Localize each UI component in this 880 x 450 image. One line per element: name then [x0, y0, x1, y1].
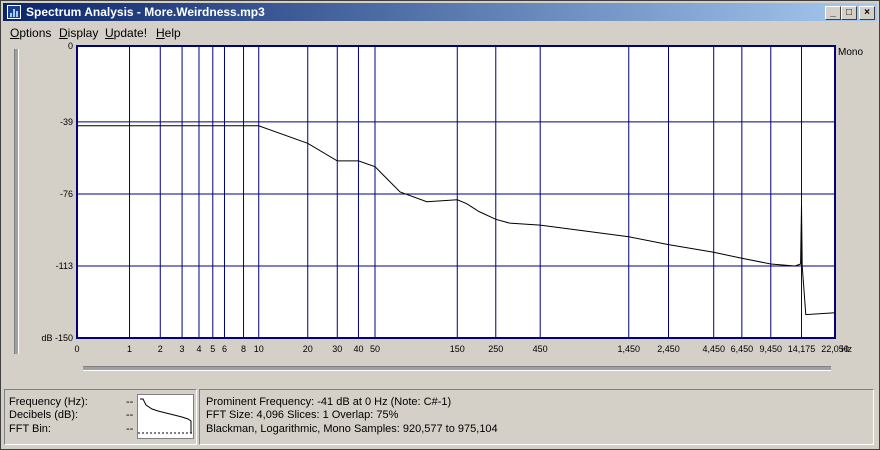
x-tick-label: 8	[241, 344, 246, 354]
x-tick-label: 6,450	[731, 344, 754, 354]
mini-spectrum-thumbnail	[137, 394, 194, 439]
spectrum-trace	[77, 125, 836, 316]
y-tick-label: -113	[56, 261, 73, 271]
minimize-icon: _	[830, 7, 836, 18]
x-tick-label: 1,450	[617, 344, 640, 354]
x-tick-label: 4	[196, 344, 201, 354]
decibels-label: Decibels (dB):	[9, 409, 79, 421]
x-tick-label: 4,450	[702, 344, 725, 354]
x-tick-label: 10	[254, 344, 264, 354]
spectrum-chart[interactable]: 0 1 2 3 4 5 6 8 10 20 30 40 50 150 250 450 1,450 2,450 4,4…	[0, 0, 880, 385]
y-tick-label: 0	[68, 41, 73, 51]
x-tick-label: 150	[450, 344, 465, 354]
x-tick-label: 50	[370, 344, 380, 354]
x-tick-label: 3	[180, 344, 185, 354]
x-tick-label: 14,175	[788, 344, 816, 354]
y-tick-label: dB -150	[41, 333, 73, 343]
window-samples-text: Blackman, Logarithmic, Mono Samples: 920…	[206, 423, 498, 435]
analysis-info-panel: Prominent Frequency: -41 dB at 0 Hz (Not…	[199, 389, 874, 445]
x-tick-label: 5	[210, 344, 215, 354]
x-unit-label: Hz	[841, 344, 852, 354]
x-tick-label: 1	[127, 344, 132, 354]
fft-bin-label: FFT Bin:	[9, 423, 51, 435]
menu-display[interactable]: Display	[59, 26, 99, 40]
y-tick-label: -76	[60, 189, 73, 199]
menu-update[interactable]: Update!	[105, 26, 148, 40]
x-tick-label: 30	[332, 344, 342, 354]
maximize-button[interactable]: □	[841, 6, 857, 20]
x-tick-label: 20	[303, 344, 313, 354]
fft-settings-text: FFT Size: 4,096 Slices: 1 Overlap: 75%	[206, 409, 399, 421]
decibels-value: --	[126, 409, 134, 421]
y-tick-label: -39	[60, 117, 73, 127]
x-tick-label: 250	[488, 344, 503, 354]
close-button[interactable]: ×	[859, 6, 875, 20]
prominent-frequency-text: Prominent Frequency: -41 dB at 0 Hz (Not…	[206, 396, 452, 408]
x-tick-label: 40	[353, 344, 363, 354]
close-icon: ×	[864, 7, 870, 18]
frequency-label: Frequency (Hz):	[9, 396, 88, 408]
x-tick-label: 0	[74, 344, 79, 354]
plot-area	[76, 45, 836, 339]
frequency-value: --	[126, 396, 134, 408]
maximize-icon: □	[845, 7, 853, 18]
menu-options[interactable]: Options	[10, 26, 52, 40]
window-title: Spectrum Analysis - More.Weirdness.mp3	[26, 5, 265, 19]
status-panel: Frequency (Hz): -- Decibels (dB): -- FFT…	[4, 389, 874, 446]
menu-help[interactable]: Help	[156, 26, 181, 40]
cursor-readout-panel: Frequency (Hz): -- Decibels (dB): -- FFT…	[4, 389, 197, 445]
title-bar[interactable]: Spectrum Analysis - More.Weirdness.mp3 _…	[3, 3, 877, 21]
fft-bin-value: --	[126, 423, 134, 435]
x-tick-label: 22,050	[821, 344, 849, 354]
channel-label: Mono	[838, 47, 863, 58]
x-tick-label: 9,450	[760, 344, 783, 354]
minimize-button[interactable]: _	[825, 6, 841, 20]
spectrum-app-icon[interactable]	[7, 5, 21, 19]
vertical-scale-slider[interactable]	[14, 49, 19, 354]
x-tick-label: 2	[158, 344, 163, 354]
x-tick-label: 6	[222, 344, 227, 354]
x-tick-label: 450	[533, 344, 548, 354]
menu-bar: Options Display Update! Help	[3, 23, 877, 42]
horizontal-scroll-slider[interactable]	[83, 366, 831, 371]
x-tick-label: 2,450	[657, 344, 680, 354]
